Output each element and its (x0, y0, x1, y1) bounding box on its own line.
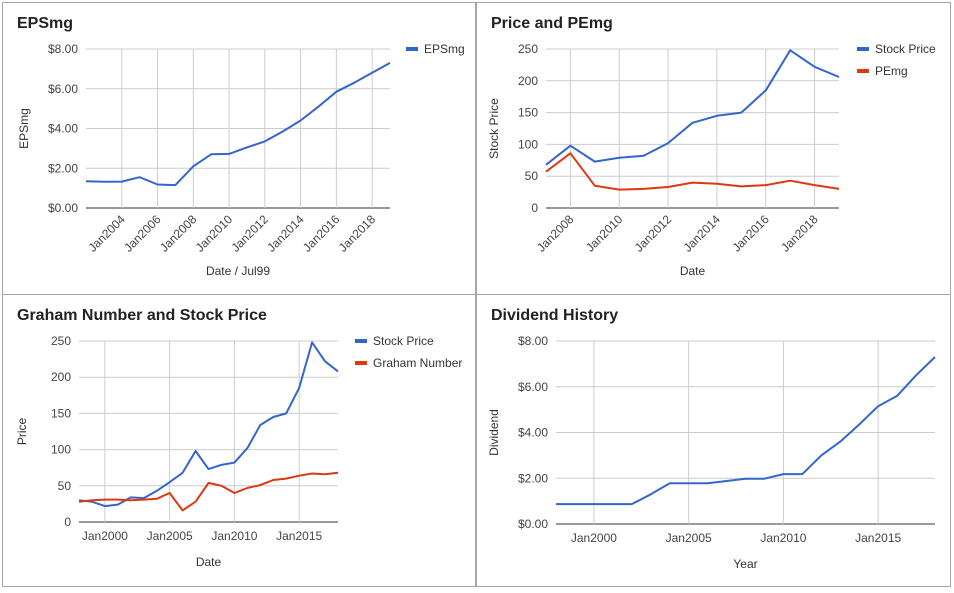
x-tick-label: Jan2008 (157, 212, 200, 255)
chart-panel-dividend: $0.00 $2.00 $4.00 $6.00 $8.00 Jan2000 Jan2005 J… (476, 294, 951, 587)
series-line-graham-number (78, 471, 339, 512)
x-tick-label: Jan2012 (228, 212, 271, 255)
y-tick-label: $4.00 (518, 426, 548, 440)
y-tick-label: $6.00 (48, 82, 78, 96)
chart-title: Price and PEmg (491, 15, 613, 32)
x-tick-label: Jan2014 (264, 212, 307, 255)
legend-label: EPSmg (424, 42, 465, 56)
x-tick-label: Jan2018 (778, 212, 821, 255)
x-tick-label: Jan2016 (300, 212, 343, 255)
y-axis-title: Stock Price (487, 98, 501, 159)
chart-title: EPSmg (17, 15, 74, 32)
graham-chart: 0 50 100 150 200 250 Jan2000 Jan2005 Jan2010 Jan2… (15, 334, 462, 569)
y-tick-label: $8.00 (518, 334, 548, 348)
x-tick-label: Jan2012 (632, 212, 675, 255)
y-tick-label: 0 (64, 515, 71, 529)
y-tick-label: 150 (518, 106, 538, 120)
series-line-stock-price (545, 49, 840, 166)
x-tick-label: Jan2014 (681, 212, 724, 255)
x-tick-label: Jan2010 (193, 212, 236, 255)
chart-panel-graham: 0 50 100 150 200 250 Jan2000 Jan2005 Jan2010 Jan2… (2, 294, 476, 587)
series-line-pemg (545, 152, 840, 191)
y-axis-title: EPSmg (17, 108, 31, 149)
y-tick-label: $2.00 (48, 161, 78, 175)
chart-title: Dividend History (491, 307, 619, 324)
y-tick-label: 100 (51, 443, 71, 457)
y-tick-label: 50 (58, 479, 72, 493)
y-tick-label: $6.00 (518, 380, 548, 394)
chart-panel-epsmg: $0.00 $2.00 $4.00 $6.00 $8.00 Jan2004 Jan2006 J… (2, 2, 476, 295)
chart-title: Graham Number and Stock Price (17, 307, 267, 324)
y-tick-label: 200 (51, 370, 71, 384)
legend-swatch (355, 361, 367, 365)
x-tick-label: Jan2010 (211, 529, 257, 543)
x-tick-label: Jan2018 (336, 212, 379, 255)
y-tick-label: $8.00 (48, 42, 78, 56)
series-line-stock-price (78, 341, 339, 508)
x-tick-label: Jan2015 (276, 529, 322, 543)
y-tick-label: 250 (51, 334, 71, 348)
dividend-chart: $0.00 $2.00 $4.00 $6.00 $8.00 Jan2000 Jan2005 J… (487, 334, 936, 571)
y-axis-title: Price (15, 418, 29, 446)
x-axis-title: Year (733, 557, 757, 571)
x-tick-label: Jan2016 (729, 212, 772, 255)
y-tick-label: 50 (525, 169, 539, 183)
y-tick-label: $0.00 (48, 201, 78, 215)
legend-label: Stock Price (373, 334, 434, 348)
x-tick-label: Jan2004 (85, 212, 128, 255)
legend-swatch (857, 47, 869, 51)
y-tick-label: $0.00 (518, 517, 548, 531)
y-tick-label: 100 (518, 137, 538, 151)
legend-label: Stock Price (875, 42, 936, 56)
series-line-dividend (556, 356, 936, 506)
x-tick-label: Jan2008 (534, 212, 577, 255)
x-tick-label: Jan2015 (855, 531, 901, 545)
x-axis-title: Date / Jul99 (206, 264, 270, 278)
series-line-epsmg (85, 62, 391, 187)
x-tick-label: Jan2005 (147, 529, 193, 543)
x-tick-label: Jan2010 (760, 531, 806, 545)
x-tick-label: Jan2010 (583, 212, 626, 255)
x-axis-title: Date (680, 264, 706, 278)
y-tick-label: 0 (531, 201, 538, 215)
y-tick-label: 150 (51, 406, 71, 420)
y-tick-label: $4.00 (48, 122, 78, 136)
y-tick-label: 250 (518, 42, 538, 56)
legend-swatch (406, 47, 418, 51)
chart-panel-price-pemg: 0 50 100 150 200 250 Jan2008 Jan2010 Jan2012 Jan2… (476, 2, 951, 295)
x-tick-label: Jan2000 (571, 531, 617, 545)
y-tick-label: 200 (518, 74, 538, 88)
epsmg-chart: $0.00$2.00$4.00$6.00$8.00Jan2004Jan2006J… (17, 42, 465, 278)
x-tick-label: Jan2000 (82, 529, 128, 543)
y-axis-title: Dividend (487, 409, 501, 456)
legend-label: Graham Number (373, 356, 462, 370)
x-axis-title: Date (196, 555, 222, 569)
legend-swatch (355, 339, 367, 343)
legend-label: PEmg (875, 64, 908, 78)
x-tick-label: Jan2005 (666, 531, 712, 545)
y-tick-label: $2.00 (518, 471, 548, 485)
x-tick-label: Jan2006 (121, 212, 164, 255)
legend-swatch (857, 69, 869, 73)
